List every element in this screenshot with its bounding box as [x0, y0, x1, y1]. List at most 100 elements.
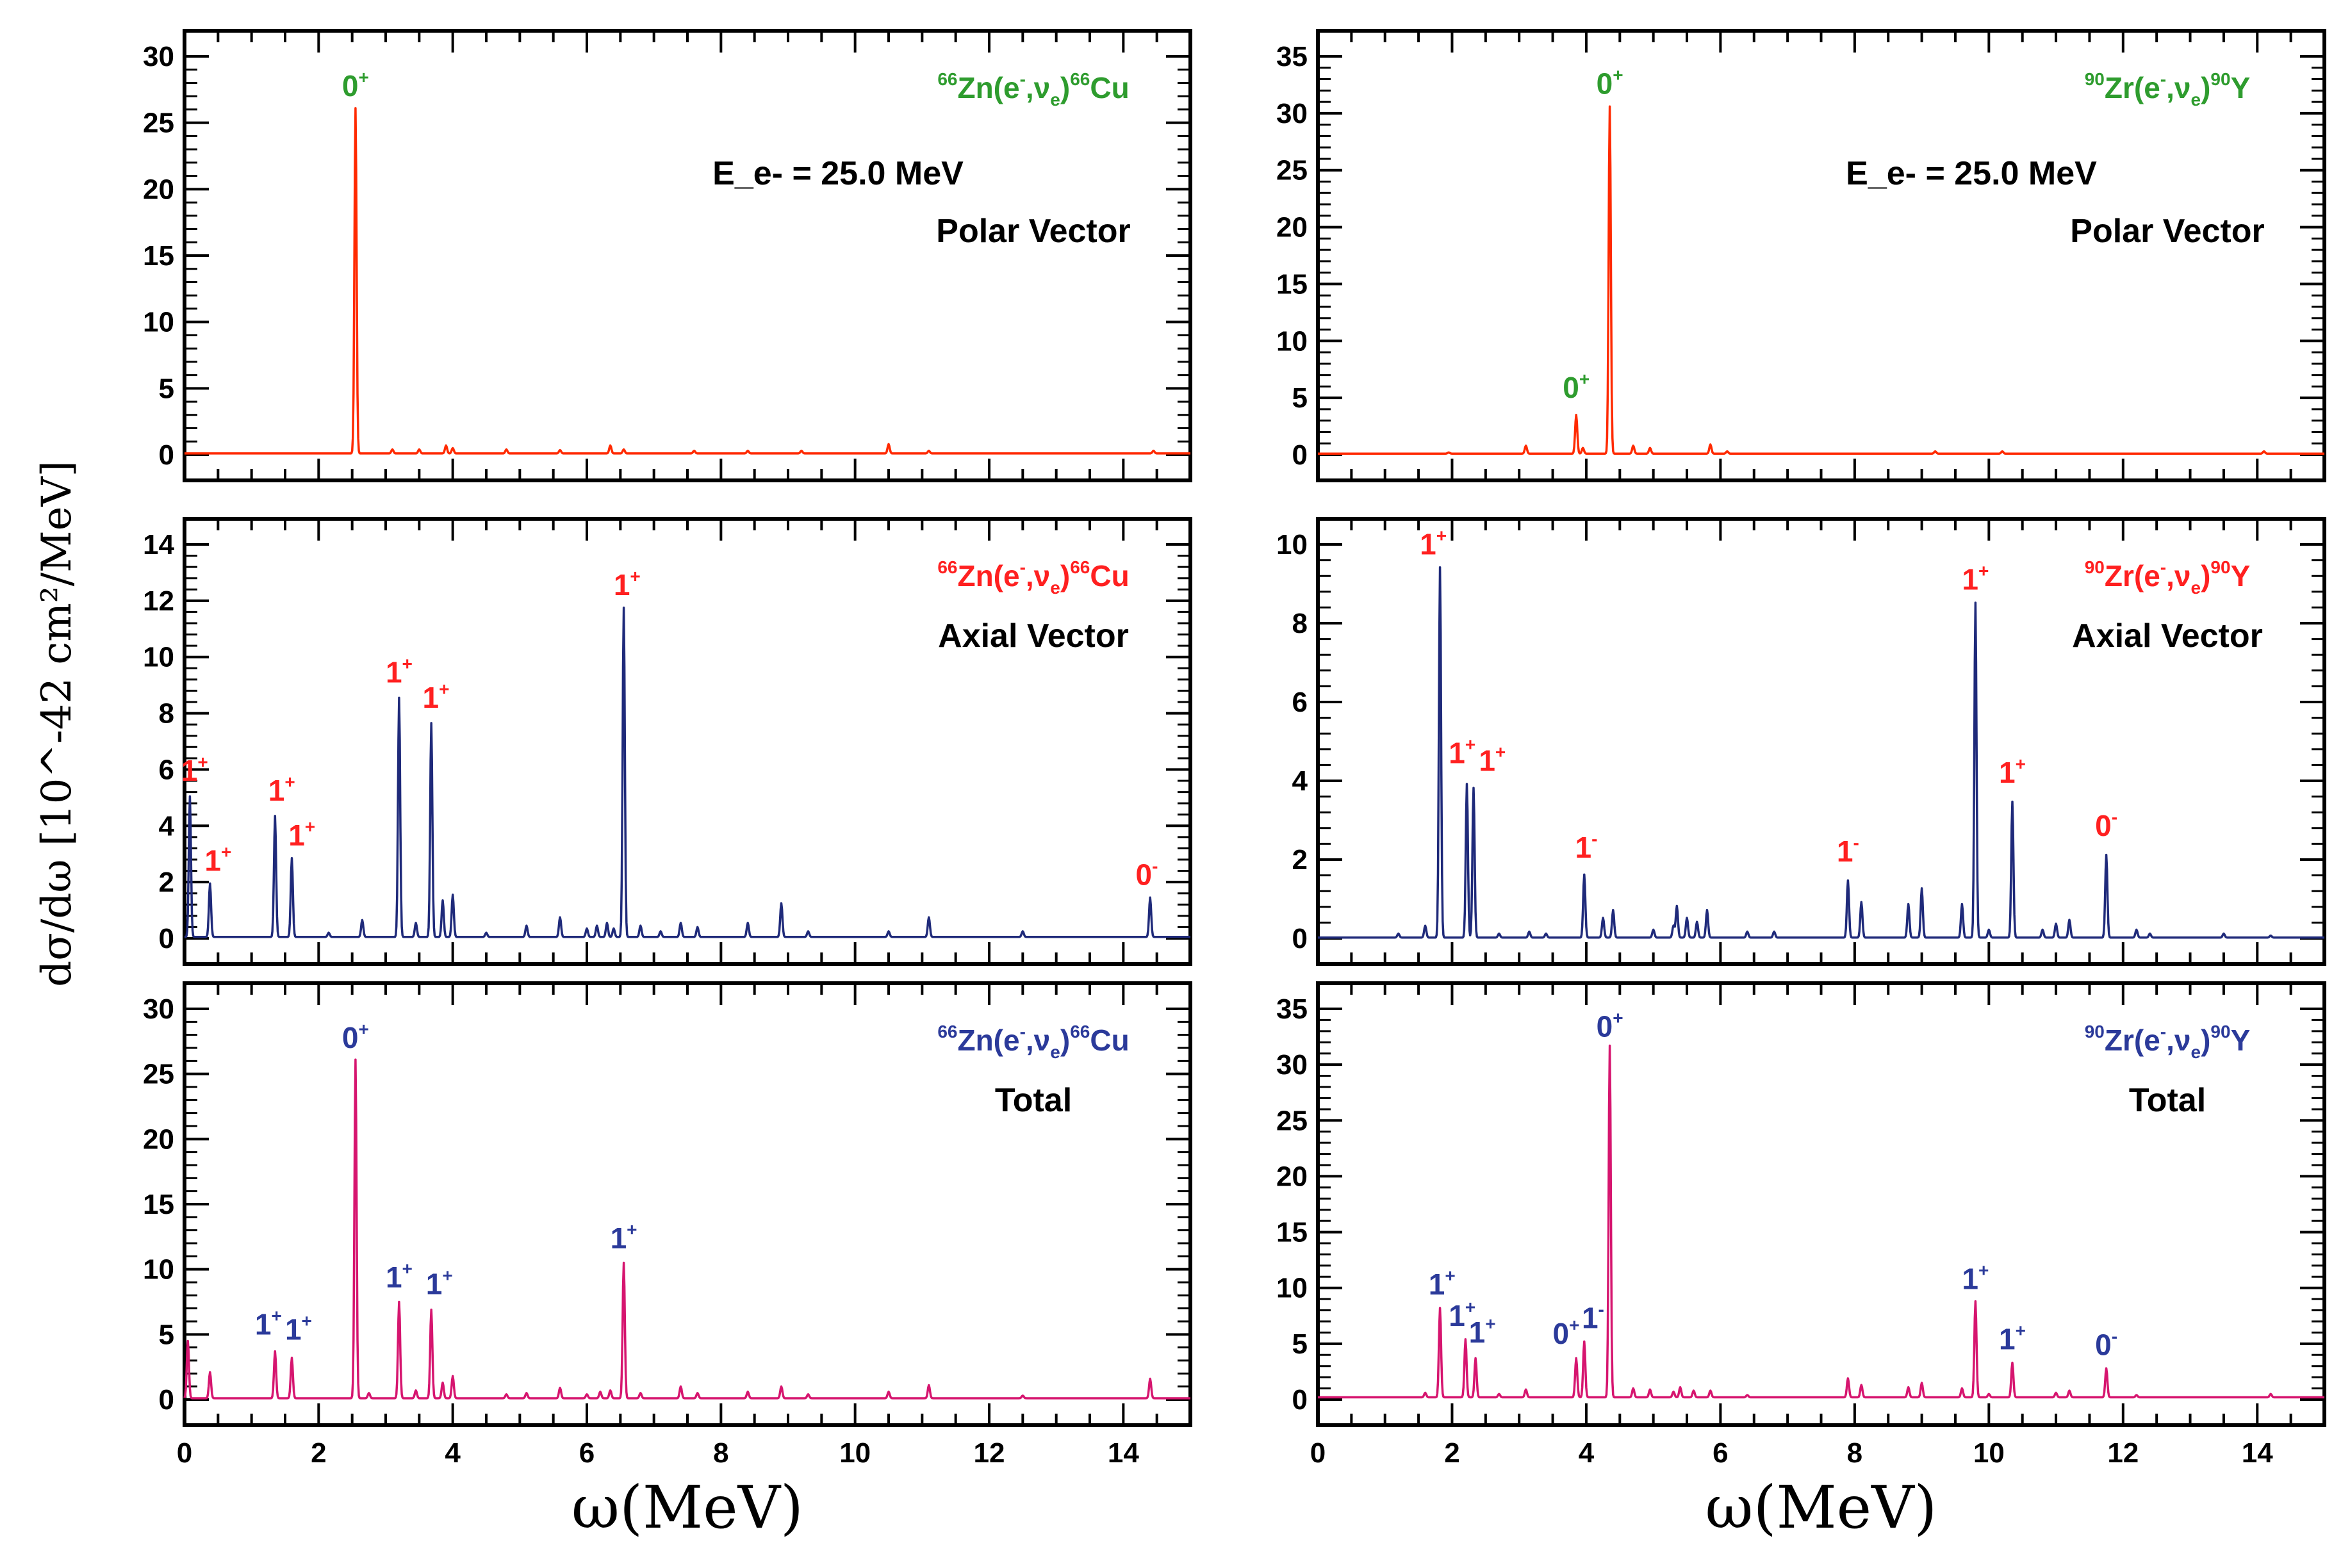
peak-label: 1+ [1420, 525, 1447, 560]
peak-label-sup: + [630, 566, 640, 586]
reaction-target: Zr(e [2105, 559, 2160, 592]
x-tick-label: 0 [177, 1437, 192, 1469]
reaction-target: Zr(e [2105, 1024, 2160, 1057]
y-tick-label: 5 [159, 1319, 174, 1350]
y-tick-label: 0 [159, 439, 174, 471]
peak-label: 1+ [386, 653, 413, 689]
reaction-neutrino: ,ν [1026, 559, 1050, 592]
y-tick-label: 0 [159, 923, 174, 954]
peak-label-sup: + [627, 1220, 637, 1239]
x-tick-label: 8 [1847, 1437, 1862, 1469]
reaction-close: ) [1060, 559, 1070, 592]
peak-label: 0- [1136, 856, 1158, 892]
peak-label: 1+ [611, 1220, 637, 1255]
reaction-product: Y [2231, 71, 2251, 104]
reaction-neutrino-sub: e [1050, 578, 1060, 598]
reaction-label: 90Zr(e-,νe)90Y [2085, 1022, 2251, 1062]
peak-label: 0+ [342, 1019, 369, 1054]
x-tick-label: 2 [1444, 1437, 1459, 1469]
peak-label-base: 1 [1479, 744, 1495, 778]
peak-label-base: 0 [1136, 858, 1153, 892]
x-tick-label: 12 [974, 1437, 1005, 1469]
peak-label-base: 1 [1962, 1262, 1978, 1295]
peak-label-sup: + [1978, 1260, 1989, 1280]
y-tick-label: 5 [159, 373, 174, 404]
peak-label-base: 1 [1429, 1268, 1445, 1301]
peak-label: 1+ [181, 752, 208, 787]
x-tick-label: 4 [445, 1437, 461, 1469]
peak-label: 0+ [1553, 1315, 1580, 1350]
y-tick-label: 35 [1276, 41, 1308, 72]
reaction-target-mass: 66 [937, 69, 957, 89]
peak-label: 0+ [1563, 369, 1590, 404]
y-tick-label: 20 [1276, 1161, 1308, 1192]
y-axis-label: dσ/dω [10^-42 cm²/MeV] [33, 461, 81, 987]
peak-label-base: 0 [2095, 1328, 2112, 1361]
y-tick-label: 10 [143, 307, 174, 338]
reaction-target-mass: 90 [2085, 69, 2105, 89]
spectrum-line [1317, 105, 2325, 455]
peak-label-sup: + [1445, 1266, 1455, 1286]
peak-label-base: 1 [423, 681, 440, 714]
peak-label-base: 1 [614, 568, 630, 601]
reaction-close: ) [2201, 71, 2210, 104]
panel-title: Total [995, 1082, 1072, 1119]
peak-label-sup: - [2112, 1326, 2117, 1346]
peak-label-base: 1 [1837, 835, 1853, 868]
spectrum-line [1317, 566, 2325, 939]
reaction-neutrino-sub: e [2191, 578, 2201, 598]
peak-label-base: 1 [386, 655, 402, 689]
peak-label-base: 1 [426, 1267, 443, 1300]
x-tick-label: 4 [1579, 1437, 1595, 1469]
reaction-product: Y [2231, 1024, 2251, 1057]
reaction-product-mass: 66 [1070, 557, 1090, 577]
peak-label-sup: - [1853, 833, 1859, 853]
y-tick-label: 25 [1276, 155, 1308, 186]
x-tick-label: 12 [2107, 1437, 2139, 1469]
peak-label-sup: - [1591, 829, 1597, 849]
reaction-product-mass: 66 [1070, 69, 1090, 89]
peak-label-base: 1 [181, 754, 198, 787]
peak-label-base: 1 [1420, 527, 1436, 560]
peak-label-base: 1 [285, 1312, 302, 1346]
peak-label: 1+ [423, 679, 450, 714]
panel-title: Polar Vector [2070, 213, 2264, 250]
reaction-product-mass: 90 [2210, 1022, 2230, 1041]
peak-label-sup: + [442, 1265, 452, 1285]
reaction-close: ) [2201, 1024, 2210, 1057]
peak-label-sup: + [402, 1259, 413, 1278]
peak-label-sup: + [2016, 1321, 2026, 1341]
y-tick-label: 35 [1276, 993, 1308, 1025]
reaction-product: Cu [1090, 1024, 1129, 1057]
peak-label-base: 1 [1999, 1323, 2016, 1356]
y-tick-label: 10 [1276, 325, 1308, 357]
peak-label-sup: + [1465, 1297, 1475, 1317]
reaction-target-mass: 90 [2085, 1022, 2105, 1041]
y-tick-label: 12 [143, 585, 174, 617]
peak-label-sup: + [1579, 369, 1590, 389]
reaction-label: 66Zn(e-,νe)66Cu [937, 557, 1129, 598]
peak-label-sup: + [1978, 561, 1989, 581]
peak-label: 1+ [1999, 754, 2026, 789]
panel-title: Axial Vector [2072, 617, 2263, 655]
spectrum-line [184, 607, 1191, 938]
reaction-charge: - [1020, 1022, 1026, 1041]
panel-title: Total [2129, 1082, 2206, 1119]
reaction-neutrino-sub: e [1050, 1042, 1060, 1062]
peak-label-base: 1 [1999, 756, 2016, 789]
peak-label-sup: + [1465, 734, 1475, 754]
peak-label-sup: + [402, 653, 413, 673]
peak-label: 1+ [1449, 734, 1475, 769]
y-tick-label: 10 [1276, 529, 1308, 560]
reaction-product-mass: 90 [2210, 69, 2230, 89]
panel-zn-axial: 024681012141+1+1+1+1+1+1+0-66Zn(e-,νe)66… [143, 517, 1192, 966]
y-tick-label: 25 [143, 1059, 174, 1090]
reaction-product: Cu [1090, 71, 1129, 104]
y-tick-label: 6 [1292, 687, 1308, 718]
reaction-charge: - [2160, 1022, 2166, 1041]
y-tick-label: 20 [1276, 212, 1308, 243]
y-tick-label: 0 [159, 1384, 174, 1416]
